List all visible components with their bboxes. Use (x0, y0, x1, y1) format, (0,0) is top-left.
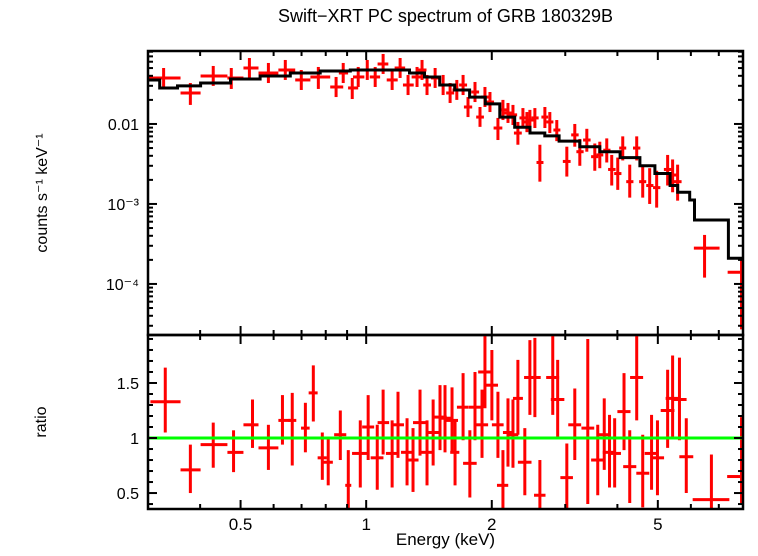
ratio-data-series (148, 335, 743, 509)
svg-text:2: 2 (487, 515, 496, 534)
spectrum-panel-frame (146, 49, 745, 337)
spectrum-data-series (148, 53, 743, 330)
svg-text:0.5: 0.5 (229, 515, 253, 534)
svg-text:10⁻⁴: 10⁻⁴ (106, 277, 139, 294)
svg-text:0.5: 0.5 (117, 486, 139, 503)
chart-title: Swift−XRT PC spectrum of GRB 180329B (278, 6, 613, 26)
svg-text:1.5: 1.5 (117, 376, 139, 393)
model-step-line (148, 68, 743, 260)
ratio-panel-frame (146, 333, 745, 511)
svg-text:1: 1 (130, 431, 139, 448)
svg-text:0.01: 0.01 (108, 117, 139, 134)
svg-text:10⁻³: 10⁻³ (107, 197, 139, 214)
x-axis-label-energy: Energy (keV) (395, 530, 496, 549)
svg-text:1: 1 (361, 515, 370, 534)
svg-text:5: 5 (653, 515, 662, 534)
